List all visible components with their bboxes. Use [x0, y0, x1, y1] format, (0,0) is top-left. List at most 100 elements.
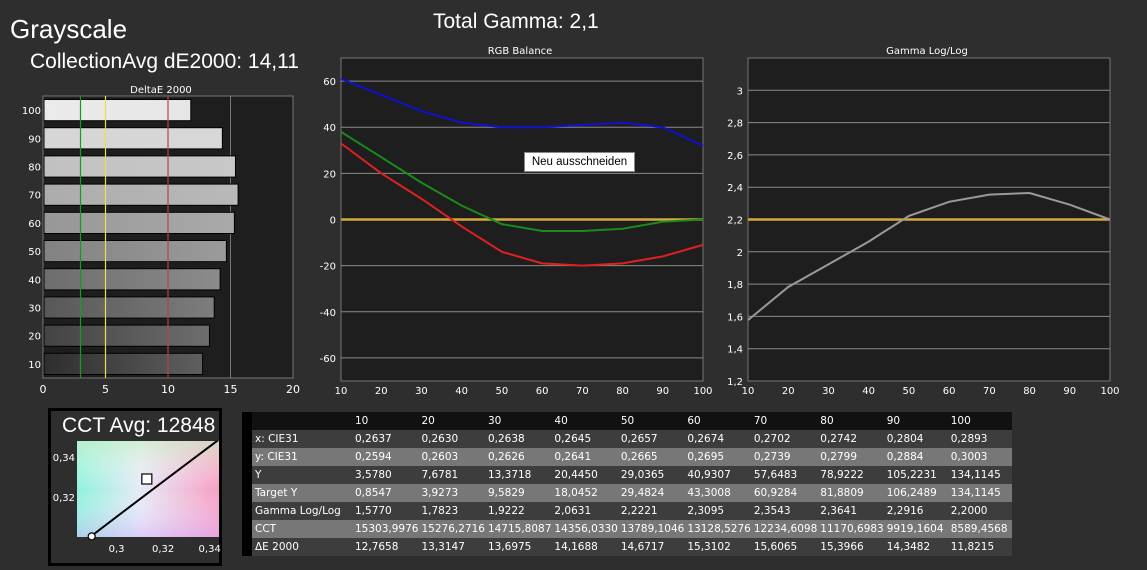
table-cell: 18,0452 [551, 484, 618, 502]
deltae-category-label: 90 [28, 134, 41, 145]
table-row-label: y: CIE31 [252, 448, 352, 466]
table-row: Gamma Log/Log 1,5770 1,7823 1,9222 2,0631 2,2… [242, 502, 1012, 520]
table-cell: 81,8809 [817, 484, 884, 502]
deltae-bar [43, 268, 221, 291]
table-cell: 29,4824 [617, 484, 685, 502]
rgb-y-tick: 40 [323, 123, 336, 134]
rgb-x-tick: 10 [335, 386, 348, 397]
table-cell: 0,2804 [883, 430, 948, 448]
cct-avg-label: CCT Avg: 12848 [62, 414, 216, 437]
table-cell: 0,2645 [551, 430, 618, 448]
table-cell: 0,2893 [947, 430, 1012, 448]
table-cell: 14,3482 [883, 538, 948, 556]
table-cell: 14715,8087 [484, 520, 552, 538]
rgb-series-line-2 [340, 142, 704, 267]
table-cell: 134,1145 [947, 466, 1012, 484]
rgb-x-tick: 40 [455, 386, 468, 397]
table-cell: 13789,1046 [617, 520, 685, 538]
rgb-y-tick: 60 [323, 77, 336, 88]
page-title: Grayscale [10, 14, 128, 44]
table-cell: 15,6065 [750, 538, 818, 556]
rgb-x-tick: 50 [496, 386, 509, 397]
table-cell: 0,2603 [418, 448, 485, 466]
gam-x-tick: 20 [782, 386, 795, 397]
table-header-cell: 90 [883, 412, 948, 430]
table-cell: 9919,1604 [883, 520, 948, 538]
table-row-label: ΔE 2000 [252, 538, 352, 556]
gam-y-tick: 2,4 [727, 183, 743, 194]
rgb-series-line-1 [340, 130, 704, 233]
table-cell: 1,7823 [418, 502, 485, 520]
deltae-category-label: 40 [28, 275, 41, 286]
table-cell: 11170,6983 [817, 520, 884, 538]
table-cell: 78,9222 [817, 466, 884, 484]
table-cell: 40,9307 [684, 466, 751, 484]
table-row: Target Y 0,8547 3,9273 9,5829 18,0452 29,4824… [242, 484, 1012, 502]
table-row: y: CIE31 0,2594 0,2603 0,2626 0,2641 0,2665 0,… [242, 448, 1012, 466]
gam-x-tick: 30 [822, 386, 835, 397]
gamma-chart: Gamma Log/Log 3 2,8 2,6 2,4 2,2 2 1,8 1,6 1,4 1,2… [727, 46, 1119, 397]
deltae-category-label: 100 [22, 106, 41, 117]
rgb-x-tick: 80 [616, 386, 629, 397]
table-cell: 0,2657 [617, 430, 685, 448]
rgb-series-line-0 [340, 77, 704, 147]
cie-target-point [141, 473, 153, 485]
table-cell: 14,6717 [617, 538, 685, 556]
deltae-category-label: 20 [28, 332, 41, 343]
table-cell: 15276,2716 [418, 520, 485, 538]
collection-avg-de-label: CollectionAvg dE2000: 14,11 [30, 50, 299, 73]
cie-x-tick: 0,3 [109, 544, 125, 555]
deltae-chart-title: DeltaE 2000 [130, 85, 192, 96]
gam-x-tick: 70 [983, 386, 996, 397]
measurement-table: 10 20 30 40 50 60 70 80 90 100 x: CIE31 0,2637 0,263… [242, 412, 1012, 556]
cie-x-tick: 0,32 [152, 544, 174, 555]
deltae-bar [43, 240, 227, 263]
table-row: CCT 15303,9976 15276,2716 14715,8087 14356,0… [242, 520, 1012, 538]
table-row-label: Y [252, 466, 352, 484]
table-cell: 0,2641 [551, 448, 618, 466]
gam-x-tick: 60 [943, 386, 956, 397]
table-cell: 0,2695 [684, 448, 751, 466]
table-cell: 0,2594 [352, 448, 419, 466]
table-header-cell: 80 [817, 412, 884, 430]
rgb-balance-chart: RGB Balance 60 40 20 0 -20 -40 -60 10 20 30 40 50 6… [320, 46, 713, 397]
rgb-y-tick: -60 [320, 354, 336, 365]
table-cell: 0,8547 [352, 484, 419, 502]
table-row: Y 3,5780 7,6781 13,3718 20,4450 29,0365 40,930… [242, 466, 1012, 484]
deltae-category-label: 10 [28, 360, 41, 371]
table-cell: 15,3102 [684, 538, 751, 556]
table-cell: 0,2742 [817, 430, 884, 448]
cie-y-tick: 0,32 [53, 493, 75, 504]
table-cell: 2,0631 [551, 502, 618, 520]
table-cell: 0,2638 [484, 430, 552, 448]
cie-x-tick: 0,34 [199, 544, 221, 555]
gam-y-tick: 2 [737, 248, 743, 259]
context-menu-tooltip[interactable]: Neu ausschneiden [524, 152, 635, 172]
table-cell: 29,0365 [617, 466, 685, 484]
table-row-label: x: CIE31 [252, 430, 352, 448]
table-cell: 11,8215 [947, 538, 1012, 556]
table-cell: 15303,9976 [352, 520, 419, 538]
rgb-x-tick: 90 [656, 386, 669, 397]
table-header-cell: 30 [484, 412, 552, 430]
table-cell: 134,1145 [947, 484, 1012, 502]
deltae-bar [43, 99, 192, 122]
table-header-cell: 50 [617, 412, 685, 430]
gam-x-tick: 40 [862, 386, 875, 397]
table-cell: 0,2702 [750, 430, 818, 448]
deltae-bar [43, 183, 239, 206]
deltae-x-tick: 5 [102, 383, 109, 396]
table-cell: 13,3147 [418, 538, 485, 556]
rgb-y-tick: -40 [320, 308, 336, 319]
gam-x-tick: 80 [1023, 386, 1036, 397]
gam-series-line-0 [747, 191, 1111, 321]
table-cell: 20,4450 [551, 466, 618, 484]
deltae-bar [43, 296, 215, 319]
gam-y-tick: 2,8 [727, 119, 743, 130]
deltae-category-label: 60 [28, 219, 41, 230]
table-cell: 7,6781 [418, 466, 485, 484]
table-cell: 8589,4568 [947, 520, 1012, 538]
table-cell: 0,2674 [684, 430, 751, 448]
planckian-locus-line [88, 441, 219, 537]
deltae-bar [43, 127, 223, 150]
